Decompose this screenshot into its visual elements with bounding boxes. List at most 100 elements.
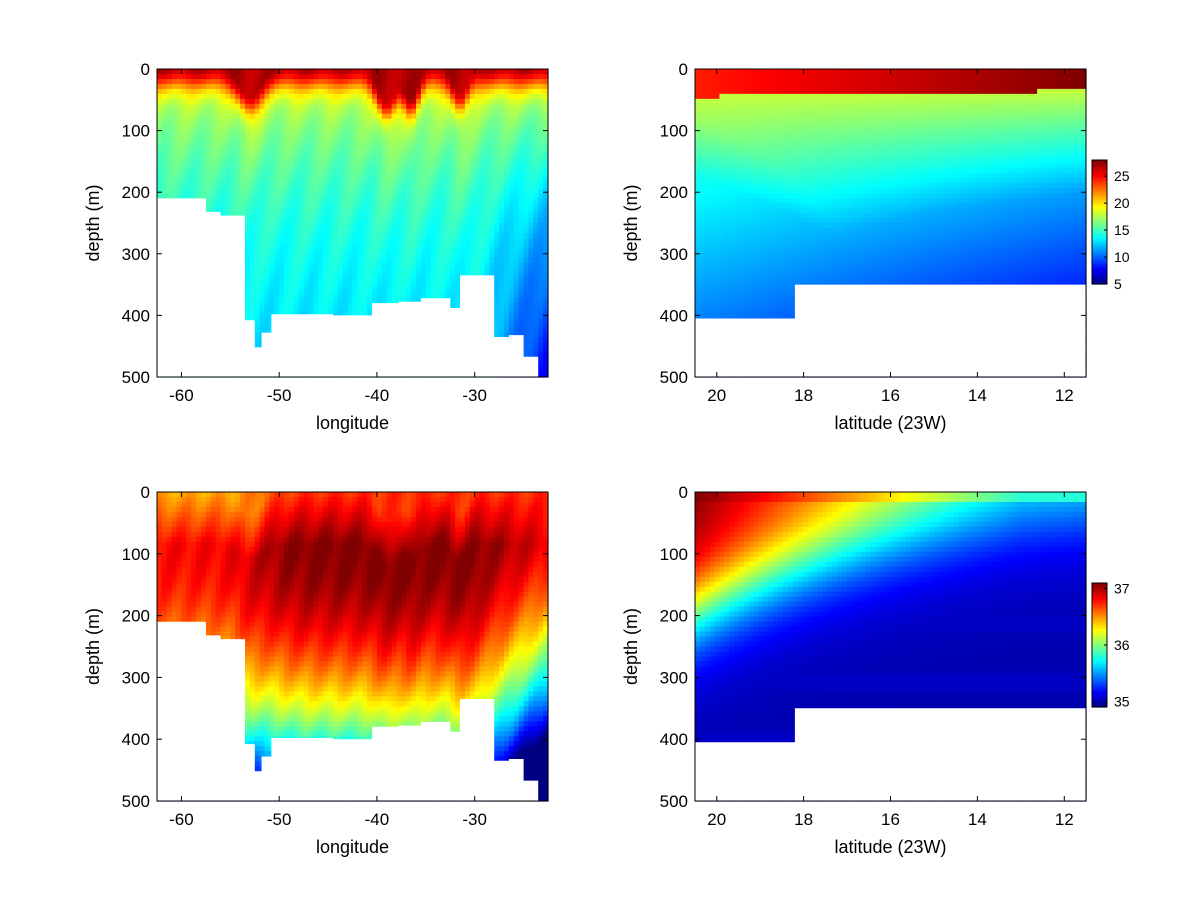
heatmap-cell [386,287,393,294]
heatmap-cell [450,73,456,80]
heatmap-cell [440,183,446,189]
heatmap-cell [362,237,368,244]
heatmap-cell [337,173,344,179]
heatmap-cell [367,123,373,130]
heatmap-cell [543,317,549,323]
heatmap-cell [367,163,373,169]
heatmap-cell [518,158,525,164]
heatmap-cell [411,183,417,189]
heatmap-cell [435,237,442,244]
heatmap-cell [504,227,510,234]
heatmap-cell [523,237,530,244]
heatmap-cell [528,78,534,85]
heatmap-cell [249,128,256,135]
heatmap-cell [303,223,310,229]
heatmap-cell [479,138,486,145]
heatmap-cell [220,88,227,95]
heatmap-cell [249,198,256,204]
heatmap-cell [533,257,539,264]
heatmap-cell [372,88,378,95]
heatmap-cell [225,113,231,120]
heatmap-cell [240,78,246,85]
heatmap-cell [406,227,412,234]
heatmap-cell [425,237,432,244]
heatmap-cell [323,297,329,304]
heatmap-cell [269,282,275,289]
heatmap-cell [313,128,319,135]
heatmap-cell [284,173,290,179]
heatmap-cell [494,332,500,338]
heatmap-cell [440,78,446,85]
heatmap-cell [279,83,285,90]
heatmap-cell [332,247,339,254]
heatmap-cell [303,173,310,179]
heatmap-cell [303,153,310,160]
heatmap-cell [293,83,300,90]
heatmap-cell [533,352,539,358]
heatmap-cell [264,302,271,309]
heatmap-cell [362,193,368,199]
heatmap-cell [376,78,383,85]
heatmap-cell [538,372,544,378]
heatmap-cell [269,78,275,85]
heatmap-cell [435,173,442,179]
heatmap-cell [455,113,461,120]
heatmap-cell [313,247,319,254]
heatmap-cell [176,78,183,85]
heatmap-cell [318,158,324,164]
heatmap-cell [176,168,183,174]
heatmap-cell [288,292,295,299]
heatmap-cell [274,118,280,125]
heatmap-cell [323,108,329,115]
heatmap-cell [533,237,539,244]
heatmap-cell [440,88,446,95]
heatmap-cell [425,218,432,224]
heatmap-cell [284,227,290,234]
heatmap-cell [244,73,251,80]
heatmap-cell [401,128,407,135]
heatmap-cell [391,188,398,194]
heatmap-cell [274,262,280,269]
heatmap-cell [372,297,378,304]
heatmap-cell [533,292,539,299]
heatmap-cell [455,163,461,169]
heatmap-cell [347,302,354,309]
heatmap-cell [508,98,515,105]
heatmap-cell [342,69,349,75]
heatmap-cell [323,213,329,219]
heatmap-cell [494,227,500,234]
heatmap-cell [176,138,183,145]
heatmap-cell [323,138,329,145]
heatmap-cell [171,173,178,179]
heatmap-cell [288,223,295,229]
heatmap-cell [533,148,539,155]
heatmap-cell [259,218,266,224]
heatmap-cell [508,178,515,184]
heatmap-cell [538,257,544,264]
heatmap-cell [235,168,241,174]
heatmap-cell [513,307,520,314]
heatmap-cell [425,113,432,120]
heatmap-cell [543,69,549,75]
heatmap-cell [396,143,402,150]
heatmap-cell [386,123,393,130]
heatmap-cell [293,73,300,80]
heatmap-cell [332,297,339,304]
heatmap-cell [474,183,481,189]
heatmap-cell [308,267,314,274]
heatmap-cell [469,153,476,160]
heatmap-cell [430,227,437,234]
heatmap-cell [323,163,329,169]
heatmap-cell [513,118,520,125]
heatmap-cell [430,88,437,95]
heatmap-cell [220,183,227,189]
heatmap-cell [244,312,251,318]
heatmap-cell [538,247,544,254]
heatmap-cell [259,277,266,284]
heatmap-cell [308,198,314,204]
heatmap-cell [161,83,168,90]
heatmap-cell [367,143,373,150]
heatmap-cell [166,73,173,80]
heatmap-cell [508,218,515,224]
heatmap-cell [504,287,510,294]
